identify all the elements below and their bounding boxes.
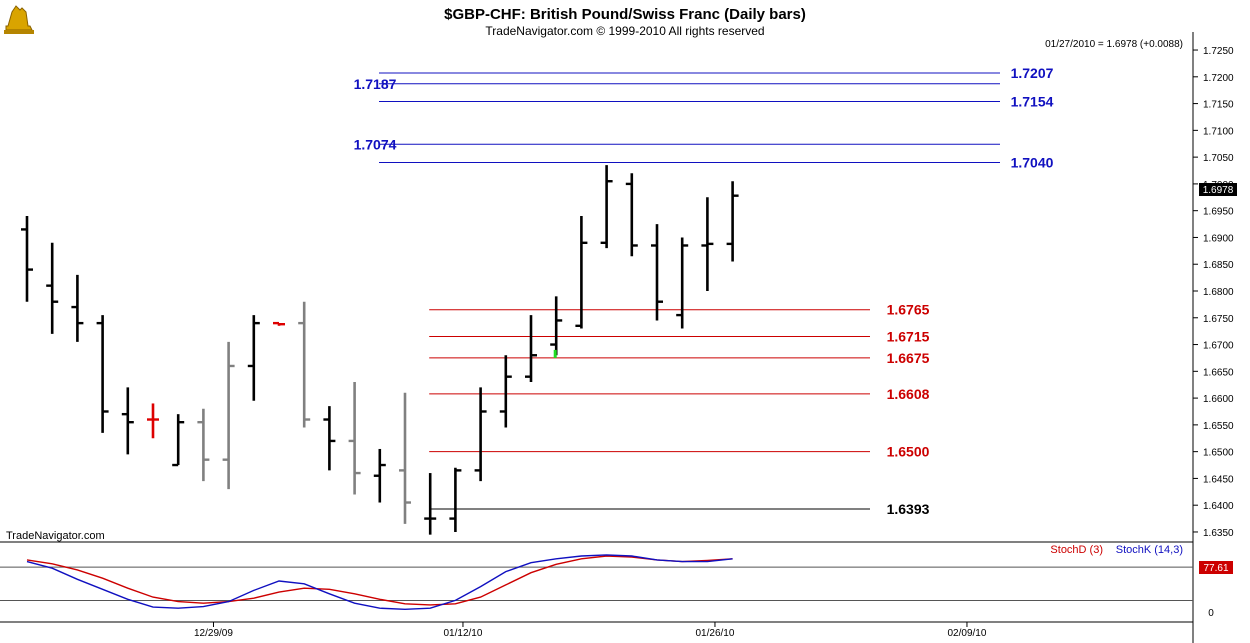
price-tick-label: 1.6800	[1203, 287, 1234, 298]
ohlc-bar	[96, 315, 109, 433]
support-label: 1.6675	[887, 350, 930, 366]
ohlc-bar	[525, 315, 537, 383]
chart-title: $GBP-CHF: British Pound/Swiss Franc (Dai…	[444, 6, 806, 23]
time-tick-label: 01/26/10	[695, 628, 734, 639]
ohlc-bar	[373, 448, 386, 503]
ohlc-bar	[424, 473, 437, 535]
ohlc-bar	[197, 408, 210, 482]
support-label: 1.6500	[887, 444, 930, 460]
trade-navigator-logo-icon	[4, 5, 34, 34]
price-tick-label: 1.7100	[1203, 126, 1234, 137]
time-tick-label: 12/29/09	[194, 628, 233, 639]
legend-stochk: StochK (14,3)	[1116, 544, 1183, 556]
price-tick-label: 1.6450	[1203, 474, 1234, 485]
ohlc-bar	[273, 321, 285, 326]
ohlc-bar	[247, 315, 260, 401]
ohlc-bar	[600, 165, 613, 249]
ohlc-bar	[726, 181, 739, 262]
resistance-label: 1.7207	[1011, 65, 1054, 81]
support-label: 1.6765	[887, 302, 930, 318]
ohlc-bar	[399, 392, 411, 524]
stoch-series-line	[26, 555, 733, 606]
stoch-last-value: 77.61	[1199, 561, 1233, 574]
stoch-series-line	[26, 554, 733, 611]
chart-subtitle: TradeNavigator.com © 1999-2010 All right…	[485, 24, 764, 38]
last-price-label: 1.6978	[1203, 185, 1234, 196]
stoch-axis-zero: 0	[1208, 608, 1214, 619]
time-tick-label: 01/12/10	[443, 628, 482, 639]
time-axis: 12/29/09 01/12/10 01/26/10 02/09/10	[194, 622, 987, 639]
price-tick-label: 1.6750	[1203, 314, 1234, 325]
price-tick-label: 1.6700	[1203, 341, 1234, 352]
resistance-label: 1.7187	[354, 76, 397, 92]
ohlc-bar	[172, 414, 185, 467]
price-tick-label: 1.6900	[1203, 233, 1234, 244]
stochastic-panel	[0, 554, 1193, 611]
support-label: 1.6715	[887, 329, 930, 345]
ohlc-bar	[651, 224, 663, 321]
price-tick-label: 1.6950	[1203, 207, 1234, 218]
price-tick-label: 1.6600	[1203, 394, 1234, 405]
watermark-text: TradeNavigator.com	[6, 530, 105, 542]
ohlc-bar	[449, 467, 462, 532]
last-price-marker: 1.6978	[1199, 183, 1237, 196]
price-tick-label: 1.6350	[1203, 528, 1234, 539]
stoch-last-value-label: 77.61	[1203, 563, 1228, 574]
price-tick-label: 1.7150	[1203, 100, 1234, 111]
time-tick-label: 02/09/10	[947, 628, 986, 639]
ohlc-bar	[21, 216, 33, 302]
ohlc-bar	[474, 387, 487, 482]
ohlc-bar	[499, 355, 512, 428]
price-tick-label: 1.6850	[1203, 260, 1234, 271]
ohlc-bar	[701, 197, 714, 291]
ohlc-bar	[348, 382, 361, 495]
support-label: 1.6608	[887, 386, 930, 402]
legend-stochd: StochD (3)	[1050, 544, 1103, 556]
ohlc-bar	[147, 403, 159, 439]
price-tick-label: 1.6400	[1203, 501, 1234, 512]
price-tick-label: 1.7250	[1203, 46, 1234, 57]
ohlc-bar	[298, 301, 311, 428]
price-levels: 1.7207 1.7187 1.7154 1.7074 1.7040 1.6765 1.67…	[354, 65, 1054, 517]
ohlc-bar	[676, 237, 689, 329]
price-tick-label: 1.6500	[1203, 448, 1234, 459]
ohlc-bar	[625, 173, 638, 257]
ohlc-bar	[46, 242, 59, 334]
ohlc-bar	[71, 274, 84, 342]
ohlc-bar	[222, 341, 235, 490]
support-label: 1.6393	[887, 501, 930, 517]
resistance-label: 1.7040	[1011, 154, 1054, 170]
price-bars	[21, 165, 739, 535]
price-tick-label: 1.7200	[1203, 73, 1234, 84]
stoch-last-value-box	[1199, 561, 1233, 574]
price-axis: 1.72501.72001.71501.71001.70501.70001.69…	[1193, 46, 1234, 539]
ohlc-bar	[575, 216, 588, 329]
price-tick-label: 1.6650	[1203, 367, 1234, 378]
price-tick-label: 1.7050	[1203, 153, 1234, 164]
last-price-box	[1199, 183, 1237, 196]
ohlc-bar	[323, 406, 336, 471]
resistance-label: 1.7074	[354, 136, 397, 152]
price-tick-label: 1.6550	[1203, 421, 1234, 432]
resistance-label: 1.7154	[1011, 93, 1054, 109]
ohlc-bar	[550, 296, 563, 356]
last-quote-text: 01/27/2010 = 1.6978 (+0.0088)	[1045, 39, 1183, 50]
ohlc-bar	[121, 387, 134, 455]
